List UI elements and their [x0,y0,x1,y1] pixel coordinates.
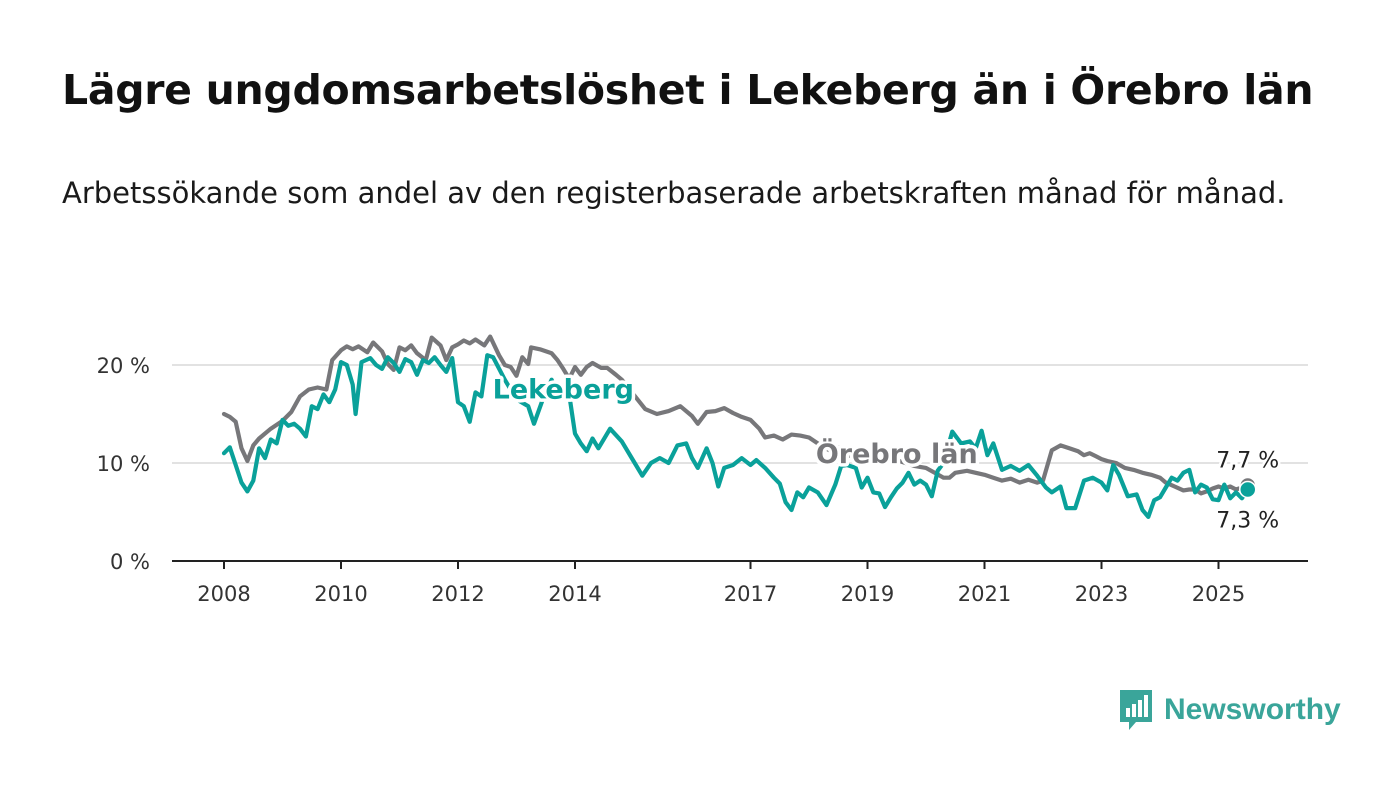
x-tick-label: 2008 [197,582,250,606]
x-tick-label: 2025 [1192,582,1245,606]
chart-subtitle: Arbetssökande som andel av den registerb… [62,176,1286,210]
x-tick-label: 2019 [841,582,894,606]
x-tick-label: 2010 [314,582,367,606]
end-value-label: 7,3 % [1216,508,1279,533]
series-lines [221,334,1250,519]
series-line-örebro-län [221,334,1250,496]
y-axis: 0 % 10 % 20 % [97,354,150,574]
newsworthy-logo-icon [1120,690,1152,730]
x-tick-label: 2023 [1075,582,1128,606]
brand-name: Newsworthy [1164,693,1341,726]
x-tick-label: 2014 [548,582,601,606]
x-axis: 2008 2010 2012 2014 2017 2019 2021 2023 2025 [172,560,1308,606]
x-tick-label: 2021 [958,582,1011,606]
x-tick-label: 2012 [431,582,484,606]
series-labels: Lekeberg Örebro län [489,371,981,474]
series-label: Lekeberg [493,374,634,405]
series-label: Örebro län [816,437,978,470]
series-line-lekeberg [221,353,1250,519]
end-value-label: 7,7 % [1216,449,1279,474]
y-tick-label: 10 % [97,452,150,476]
y-tick-label: 20 % [97,354,150,378]
newsworthy-brand[interactable]: Newsworthy [1118,688,1341,732]
end-marker [1239,480,1257,499]
end-markers: 7,7 % 7,3 % [1214,446,1282,536]
y-tick-label: 0 % [110,550,150,574]
chart-title: Lägre ungdomsarbetslöshet i Lekeberg än … [62,66,1314,114]
x-tick-label: 2017 [724,582,777,606]
